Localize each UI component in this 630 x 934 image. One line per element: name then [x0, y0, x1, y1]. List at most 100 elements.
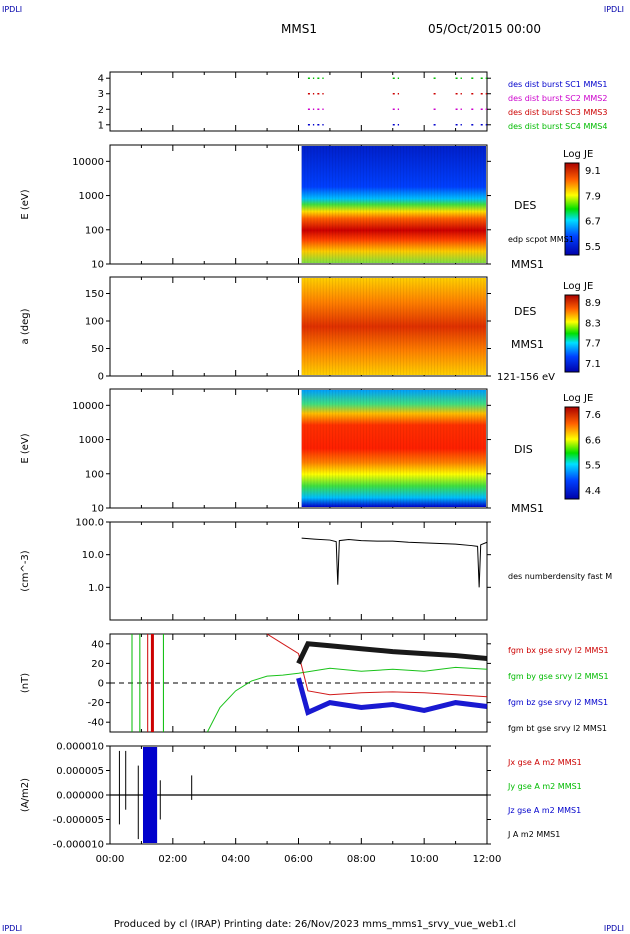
burst-legend-entry: des dist burst SC3 MMS3: [508, 108, 607, 117]
x-tick-label: 08:00: [347, 854, 376, 865]
des-energy-sc-label: MMS1: [511, 258, 544, 271]
fgm-legend-entry: fgm bx gse srvy l2 MMS1: [508, 646, 609, 655]
burst-y-tick-label: 4: [98, 74, 104, 85]
des-energy-sublabel: edp scpot MMS1: [508, 235, 574, 244]
dis-energy-colorbar-tick: 4.4: [585, 486, 601, 497]
dis-energy-colorbar-tick: 5.5: [585, 461, 601, 472]
corner-label-top-right: IPDLI: [603, 5, 624, 14]
plot-title: MMS1: [281, 22, 317, 36]
fgm-legend-entry: fgm bt gse srvy l2 MMS1: [508, 724, 607, 733]
dis-energy-colorbar-tick: 7.6: [585, 410, 601, 421]
current-burst-block: [142, 747, 158, 843]
x-tick-label: 02:00: [158, 854, 187, 865]
burst-y-tick-label: 1: [98, 120, 104, 131]
current-legend-entry: Jy gse A m2 MMS1: [507, 782, 582, 791]
des-pitch-colorbar-tick: 7.7: [585, 339, 601, 350]
dis-energy-y-tick-label: 10000: [72, 401, 104, 412]
x-tick-label: 00:00: [96, 854, 125, 865]
des-pitch-colorbar-tick: 8.9: [585, 298, 601, 309]
fgm-y-tick-label: 40: [91, 639, 104, 650]
burst-y-tick-label: 2: [98, 105, 104, 116]
des-pitch-y-tick-label: 50: [91, 344, 104, 355]
footer-credit: Produced by cl (IRAP) Printing date: 26/…: [113, 919, 517, 930]
des-energy-colorbar-tick: 7.9: [585, 191, 601, 202]
des-energy-colorbar-tick: 9.1: [585, 166, 601, 177]
des-energy-y-tick-label: 10: [91, 260, 104, 271]
density-ylabel: (cm^-3): [20, 550, 31, 591]
x-tick-label: 04:00: [221, 854, 250, 865]
dis-energy-label: DIS: [514, 443, 533, 456]
x-tick-label: 06:00: [284, 854, 313, 865]
corner-label-bottom-left: IPDLI: [2, 924, 23, 933]
des-energy-heatmap: [301, 146, 486, 263]
fgm-y-tick-label: 20: [91, 659, 104, 670]
des-energy-label: DES: [514, 199, 536, 212]
fgm-series-line: [206, 666, 488, 733]
density-y-tick-label: 1.0: [88, 583, 104, 594]
des-pitch-colorbar-tick: 8.3: [585, 318, 601, 329]
current-legend-entry: J A m2 MMS1: [507, 830, 560, 839]
current-y-tick-label: -0.000005: [53, 815, 104, 826]
des-energy-ylabel: E (eV): [20, 189, 31, 219]
dis-energy-colorbar: [564, 406, 580, 500]
current-ylabel: (A/m2): [20, 778, 31, 812]
fgm-series-line: [296, 677, 488, 716]
des-pitch-colorbar-title: Log JE: [563, 281, 593, 292]
current-y-tick-label: 0.000010: [56, 742, 104, 753]
des-energy-colorbar-title: Log JE: [563, 149, 593, 160]
fgm-y-tick-label: -20: [88, 698, 104, 709]
des-energy-y-tick-label: 10000: [72, 157, 104, 168]
current-y-tick-label: 0.000000: [56, 791, 104, 802]
density-series-line: [301, 537, 488, 588]
burst-panel-frame: [109, 71, 488, 132]
burst-legend-entry: des dist burst SC1 MMS1: [508, 80, 607, 89]
density-frame: [109, 521, 488, 621]
fgm-series-line: [296, 641, 488, 665]
des-pitch-sc-label: MMS1: [511, 338, 544, 351]
x-tick-label: 10:00: [410, 854, 439, 865]
des-energy-y-tick-label: 1000: [79, 191, 104, 202]
fgm-y-tick-label: -40: [88, 718, 104, 729]
dis-energy-colorbar-tick: 6.6: [585, 435, 601, 446]
des-pitch-colorbar: [564, 294, 580, 373]
current-legend-entry: Jz gse A m2 MMS1: [507, 806, 581, 815]
des-energy-colorbar-tick: 6.7: [585, 217, 601, 228]
x-tick-label: 12:00: [473, 854, 502, 865]
des-energy-colorbar: [564, 162, 580, 256]
corner-label-bottom-right: IPDLI: [603, 924, 624, 933]
des-pitch-colorbar-tick: 7.1: [585, 359, 601, 370]
burst-legend-entry: des dist burst SC4 MMS4: [508, 122, 607, 131]
des-pitch-y-tick-label: 150: [85, 289, 104, 300]
dis-energy-y-tick-label: 10: [91, 504, 104, 515]
fgm-y-tick-label: 0: [98, 679, 104, 690]
des-pitch-heatmap: [301, 278, 486, 375]
des-pitch-energy-range: 121-156 eV: [497, 372, 555, 383]
burst-y-tick-label: 3: [98, 89, 104, 100]
dis-energy-ylabel: E (eV): [20, 433, 31, 463]
des-pitch-ylabel: a (deg): [20, 308, 31, 344]
density-legend-entry: des numberdensity fast M: [508, 572, 612, 581]
des-pitch-label: DES: [514, 305, 536, 318]
density-y-tick-label: 10.0: [82, 550, 104, 561]
current-legend-entry: Jx gse A m2 MMS1: [507, 758, 582, 767]
dis-energy-y-tick-label: 1000: [79, 435, 104, 446]
current-y-tick-label: -0.000010: [53, 840, 104, 851]
des-energy-colorbar-tick: 5.5: [585, 242, 601, 253]
des-energy-y-tick-label: 100: [85, 225, 104, 236]
burst-legend-entry: des dist burst SC2 MMS2: [508, 94, 607, 103]
des-pitch-y-tick-label: 100: [85, 317, 104, 328]
dis-energy-colorbar-title: Log JE: [563, 393, 593, 404]
dis-energy-y-tick-label: 100: [85, 469, 104, 480]
corner-label-top-left: IPDLI: [2, 5, 23, 14]
fgm-series-line: [266, 633, 488, 698]
des-pitch-y-tick-label: 0: [98, 372, 104, 383]
fgm-legend-entry: fgm bz gse srvy l2 MMS1: [508, 698, 608, 707]
dis-energy-sc-label: MMS1: [511, 502, 544, 515]
current-y-tick-label: 0.000005: [56, 766, 104, 777]
fgm-legend-entry: fgm by gse srvy l2 MMS1: [508, 672, 609, 681]
fgm-ylabel: (nT): [20, 673, 31, 693]
density-y-tick-label: 100.0: [75, 518, 104, 529]
plot-date: 05/Oct/2015 00:00: [428, 22, 542, 36]
dis-energy-heatmap: [301, 390, 486, 507]
